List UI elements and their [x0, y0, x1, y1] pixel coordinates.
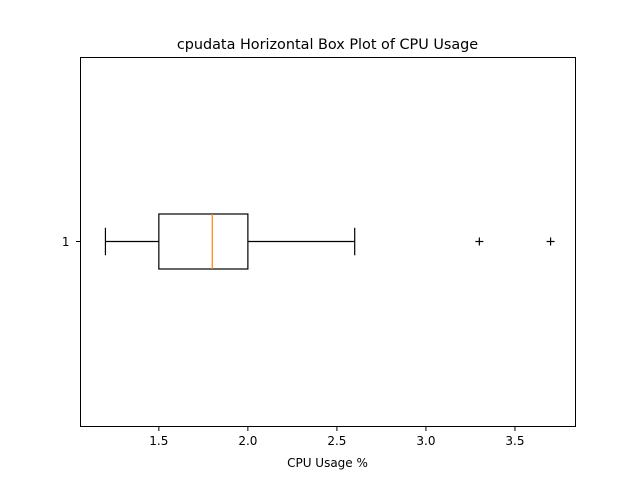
box-group	[104, 213, 555, 270]
outlier-marker	[546, 237, 555, 246]
x-tick-label: 1.5	[149, 434, 168, 448]
x-axis: 1.5 2.0 2.5 3.0 3.5	[149, 426, 525, 448]
chart-title: cpudata Horizontal Box Plot of CPU Usage	[177, 37, 478, 53]
x-tick-label: 3.5	[505, 434, 524, 448]
y-tick-label: 1	[62, 235, 70, 249]
plot-layer	[104, 213, 555, 270]
x-tick-label: 3.0	[416, 434, 435, 448]
outlier-marker	[475, 237, 484, 246]
y-axis: 1	[62, 235, 81, 249]
x-tick-label: 2.0	[238, 434, 257, 448]
iqr-box	[158, 213, 249, 270]
x-axis-label: CPU Usage %	[287, 456, 368, 470]
x-tick-label: 2.5	[327, 434, 346, 448]
